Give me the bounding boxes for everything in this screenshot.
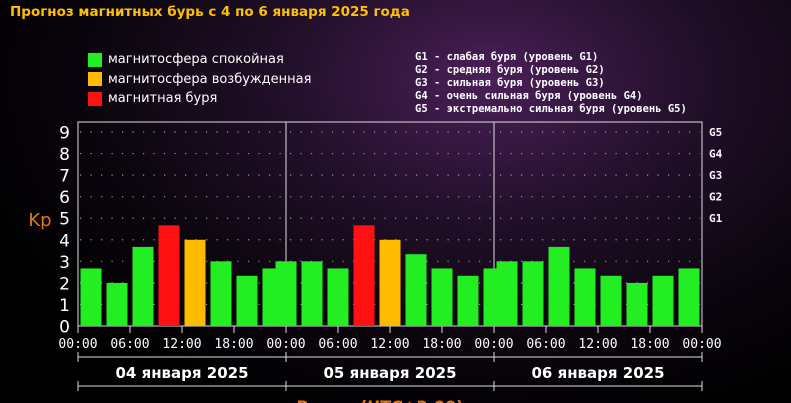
g5-legend-text: G5 - экстремально сильная буря (уровень … bbox=[415, 103, 687, 115]
y-tick-label: 4 bbox=[59, 231, 70, 251]
legend-swatch-storm bbox=[88, 91, 102, 106]
kp-bar bbox=[405, 254, 427, 326]
time-tick-label: 06:00 bbox=[318, 337, 357, 352]
kp-bar bbox=[678, 268, 700, 326]
kp-bar bbox=[132, 246, 154, 326]
kp-bar bbox=[80, 268, 102, 326]
time-tick-label: 00:00 bbox=[682, 337, 721, 352]
legend-swatch-active bbox=[88, 72, 102, 87]
time-tick-label: 12:00 bbox=[370, 337, 409, 352]
kp-bar bbox=[652, 275, 674, 326]
kp-bar bbox=[275, 261, 297, 326]
y-tick-label: 1 bbox=[59, 296, 70, 316]
day-label: 04 января 2025 bbox=[115, 364, 248, 382]
kp-bar bbox=[236, 275, 258, 326]
kp-bar bbox=[574, 268, 596, 326]
y-tick-label: 7 bbox=[59, 167, 70, 187]
kp-bar bbox=[210, 261, 232, 326]
time-tick-label: 06:00 bbox=[110, 337, 149, 352]
kp-bar bbox=[379, 239, 401, 326]
y-tick-label: 9 bbox=[59, 124, 70, 144]
g-level-label: G1 bbox=[709, 212, 723, 225]
kp-bar bbox=[158, 225, 180, 326]
kp-bar bbox=[600, 275, 622, 326]
kp-bar bbox=[327, 268, 349, 326]
g-level-label: G2 bbox=[709, 191, 722, 204]
kp-bar bbox=[106, 282, 128, 326]
kp-bar bbox=[431, 268, 453, 326]
legend-item-active: магнитосфера возбужденная bbox=[88, 70, 311, 90]
time-tick-label: 18:00 bbox=[422, 337, 461, 352]
time-tick-label: 06:00 bbox=[526, 337, 565, 352]
page-title: Прогноз магнитных бурь с 4 по 6 января 2… bbox=[10, 4, 410, 20]
day-label: 05 января 2025 bbox=[323, 364, 456, 382]
time-tick-label: 18:00 bbox=[214, 337, 253, 352]
time-zone-footer: Время (UTC+3:00) bbox=[297, 397, 464, 403]
y-tick-label: 0 bbox=[59, 318, 70, 338]
color-legend: магнитосфера спокойная магнитосфера возб… bbox=[88, 50, 311, 109]
legend-item-quiet: магнитосфера спокойная bbox=[88, 50, 311, 70]
legend-item-storm: магнитная буря bbox=[88, 89, 311, 109]
time-tick-label: 12:00 bbox=[578, 337, 617, 352]
g1-legend-text: G1 - слабая буря (уровень G1) bbox=[415, 51, 599, 63]
legend-label-active: магнитосфера возбужденная bbox=[108, 71, 312, 87]
kp-bar bbox=[353, 225, 375, 326]
y-axis-label: Kp bbox=[28, 210, 51, 231]
g2-legend-text: G2 - средняя буря (уровень G2) bbox=[415, 64, 605, 76]
y-tick-label: 6 bbox=[59, 188, 70, 208]
kp-bar bbox=[301, 261, 323, 326]
y-tick-label: 5 bbox=[59, 210, 70, 230]
y-tick-label: 3 bbox=[59, 253, 70, 273]
storm-level-legend: G1 - слабая буря (уровень G1) G2 - средн… bbox=[415, 51, 687, 116]
g3-legend-text: G3 - сильная буря (уровень G3) bbox=[415, 77, 605, 89]
day-label: 06 января 2025 bbox=[531, 364, 664, 382]
time-tick-label: 18:00 bbox=[630, 337, 669, 352]
legend-swatch-quiet bbox=[88, 52, 102, 67]
legend-label-quiet: магнитосфера спокойная bbox=[108, 52, 284, 68]
g4-legend-text: G4 - очень сильная буря (уровень G4) bbox=[415, 90, 643, 102]
y-tick-label: 8 bbox=[59, 145, 70, 165]
g-level-label: G5 bbox=[709, 126, 722, 139]
kp-bar bbox=[184, 239, 206, 326]
kp-bar bbox=[626, 282, 648, 326]
y-tick-label: 2 bbox=[59, 274, 70, 294]
time-tick-label: 00:00 bbox=[266, 337, 305, 352]
g-level-label: G4 bbox=[709, 148, 723, 161]
time-tick-label: 00:00 bbox=[474, 337, 513, 352]
kp-bar bbox=[548, 246, 570, 326]
kp-bar bbox=[522, 261, 544, 326]
kp-bar bbox=[457, 275, 479, 326]
time-tick-label: 12:00 bbox=[162, 337, 201, 352]
kp-bar bbox=[496, 261, 518, 326]
legend-label-storm: магнитная буря bbox=[108, 91, 218, 107]
g-level-label: G3 bbox=[709, 169, 722, 182]
time-tick-label: 00:00 bbox=[58, 337, 97, 352]
